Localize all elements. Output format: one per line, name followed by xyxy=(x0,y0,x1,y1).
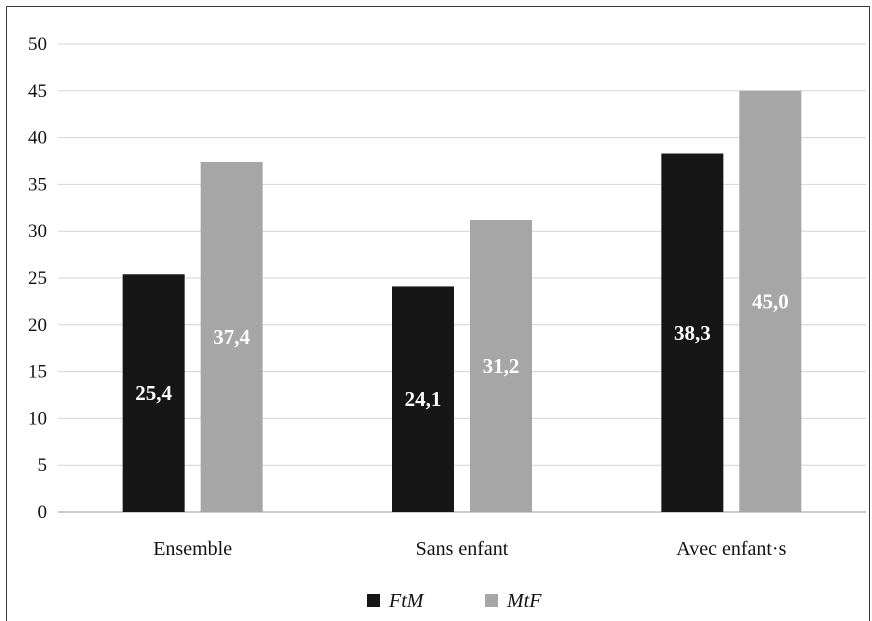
data-label: 24,1 xyxy=(405,387,442,411)
legend-swatch-ftm xyxy=(367,594,380,607)
y-tick-label: 50 xyxy=(28,34,47,55)
data-label: 45,0 xyxy=(752,289,789,313)
y-tick-label: 20 xyxy=(28,315,47,336)
x-axis-categories: Ensemble Sans enfant Avec enfant·s xyxy=(153,538,786,560)
y-tick-label: 40 xyxy=(28,128,47,149)
y-tick-label: 35 xyxy=(28,174,47,195)
gridlines xyxy=(58,43,866,513)
x-category-label: Avec enfant·s xyxy=(676,538,786,560)
bar-ftm-1 xyxy=(392,286,454,512)
y-tick-label: 30 xyxy=(28,221,47,242)
legend-label-mtf: MtF xyxy=(506,590,542,612)
bars xyxy=(122,90,802,513)
y-tick-label: 45 xyxy=(28,81,47,102)
bar-ftm-0 xyxy=(122,274,185,512)
data-label: 31,2 xyxy=(483,354,520,378)
x-category-label: Ensemble xyxy=(153,538,232,560)
data-labels: 25,4 37,4 24,1 31,2 38,3 45,0 xyxy=(135,289,788,411)
data-label: 38,3 xyxy=(674,321,711,345)
legend: FtM MtF xyxy=(367,590,542,612)
y-tick-label: 5 xyxy=(38,455,48,476)
bar-mtf-2 xyxy=(739,90,802,513)
y-tick-label: 25 xyxy=(28,268,47,289)
legend-swatch-mtf xyxy=(485,594,498,607)
bar-mtf-0 xyxy=(200,161,263,512)
bar-ftm-2 xyxy=(661,153,724,512)
y-tick-label: 15 xyxy=(28,362,47,383)
y-axis-ticks: 0 5 10 15 20 25 30 35 40 45 50 xyxy=(28,34,47,523)
data-label: 37,4 xyxy=(213,325,250,349)
y-tick-label: 0 xyxy=(38,502,48,523)
bar-mtf-1 xyxy=(470,219,532,512)
data-label: 25,4 xyxy=(135,381,172,405)
y-tick-label: 10 xyxy=(28,408,47,429)
x-category-label: Sans enfant xyxy=(416,538,509,560)
legend-label-ftm: FtM xyxy=(388,590,425,612)
